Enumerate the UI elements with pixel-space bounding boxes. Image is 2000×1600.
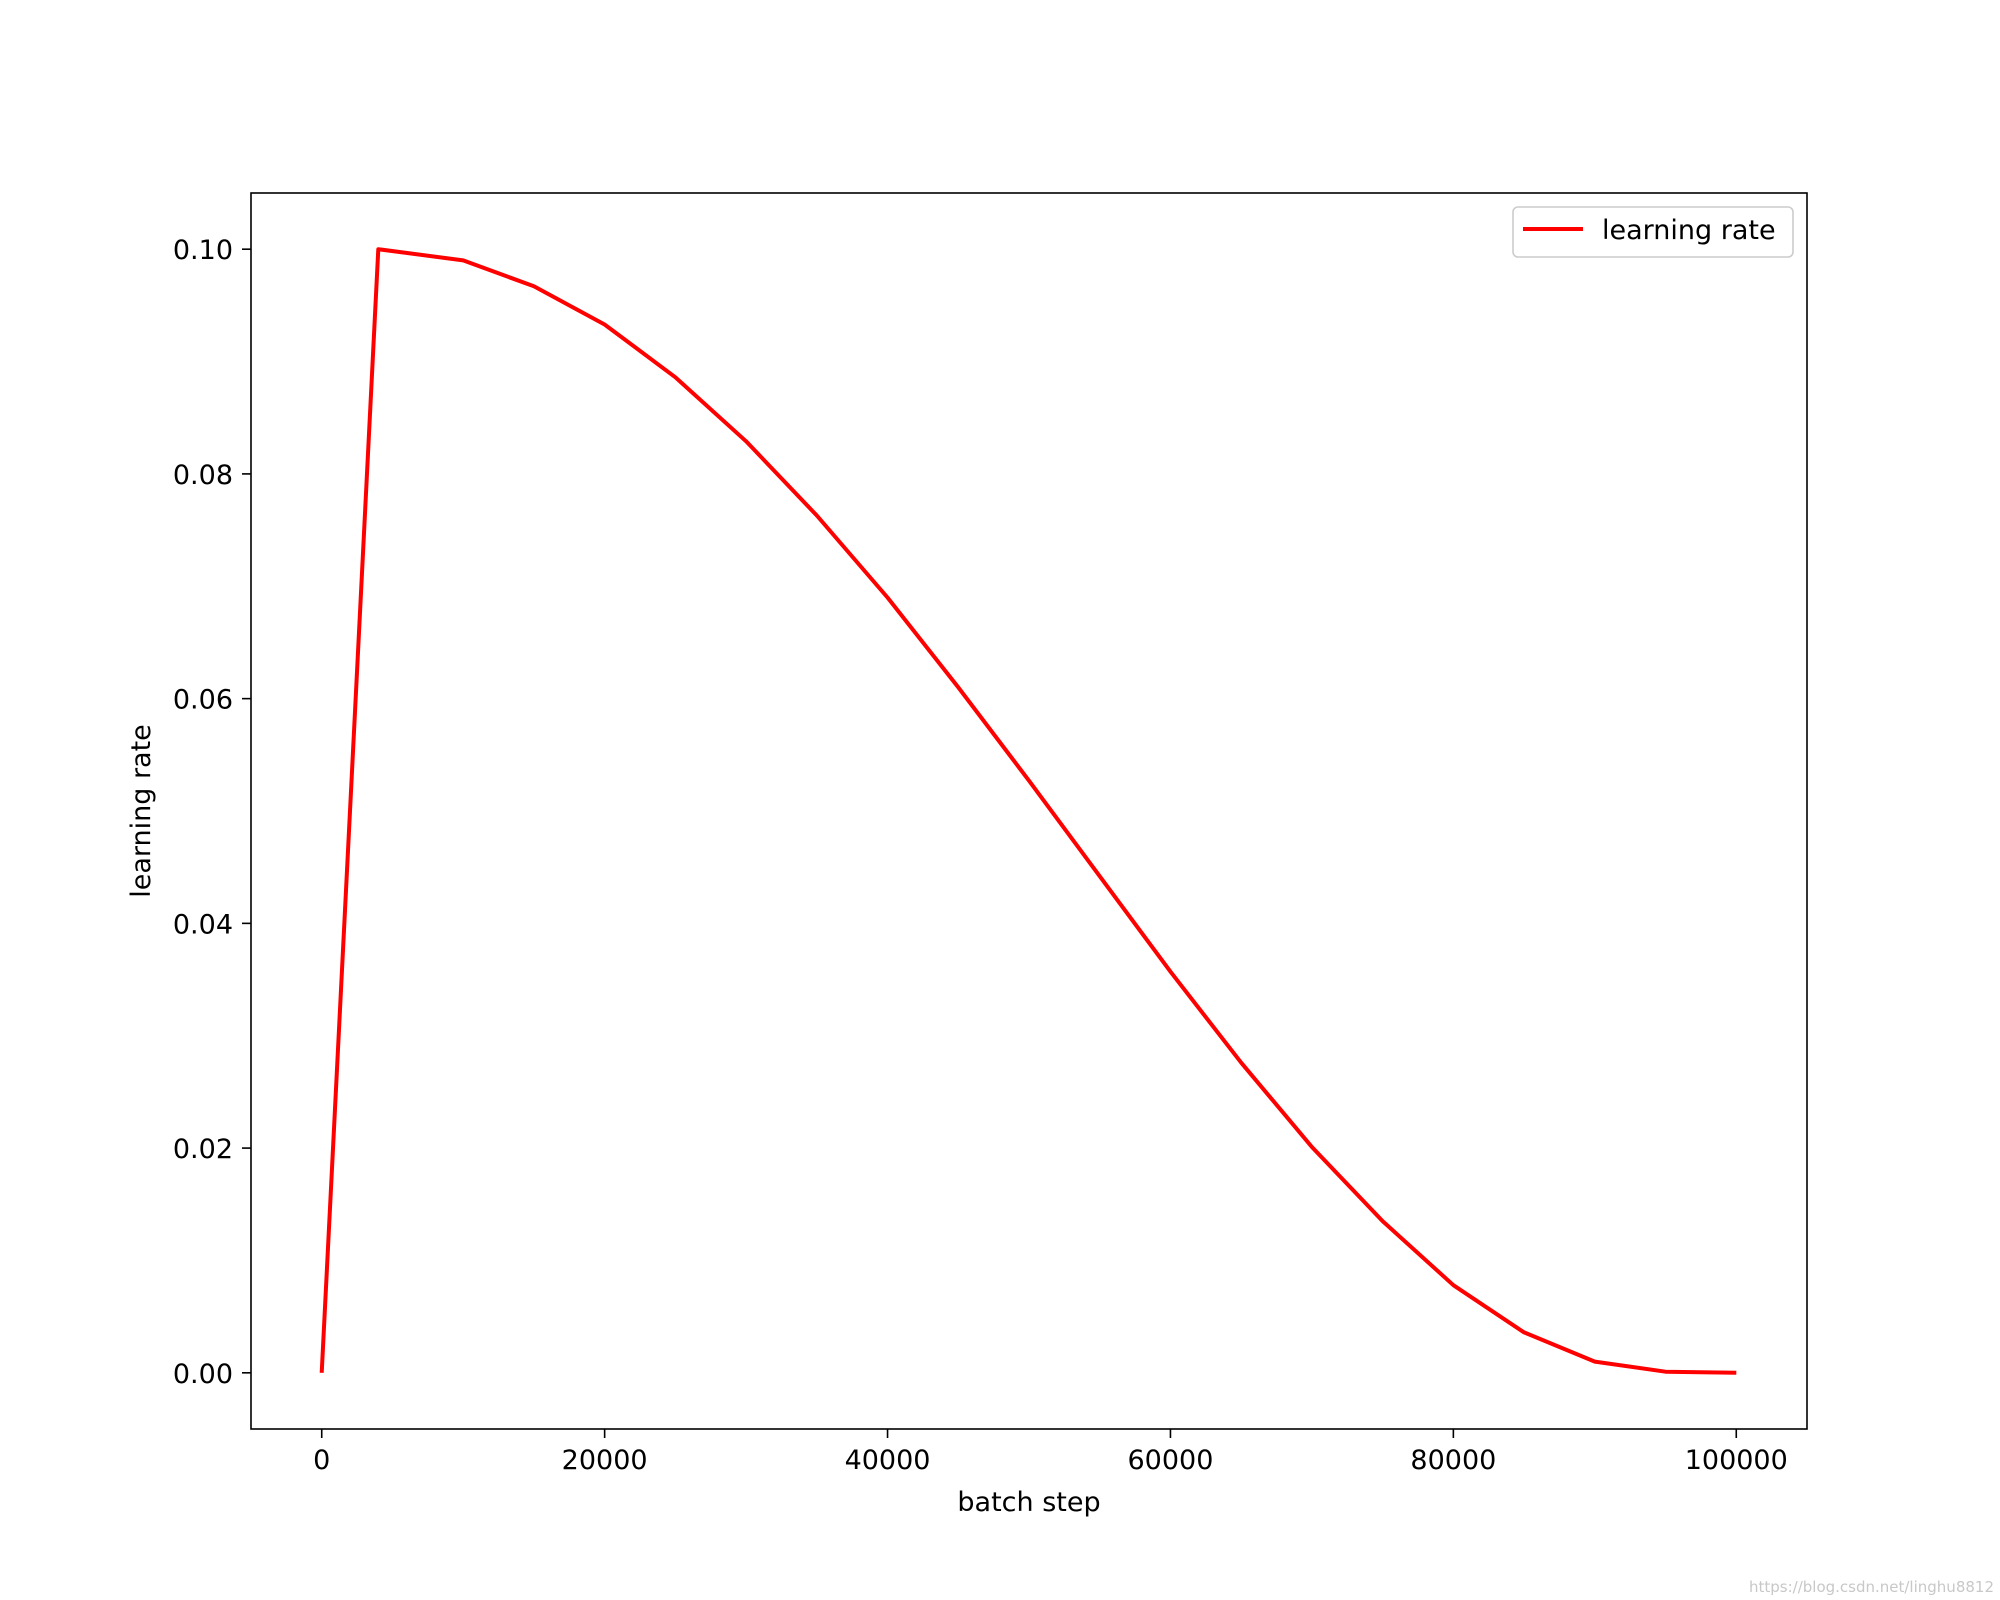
y-axis-ticks: 0.00 0.02 0.04 0.06 0.08 0.10: [173, 235, 251, 1390]
watermark: https://blog.csdn.net/linghu8812: [1748, 1578, 1994, 1596]
y-axis-label: learning rate: [126, 724, 157, 898]
x-tick-label: 60000: [1128, 1445, 1214, 1476]
legend: learning rate: [1512, 206, 1794, 258]
y-tick-label: 0.00: [173, 1359, 233, 1390]
y-tick-label: 0.02: [173, 1134, 233, 1165]
y-tick-label: 0.10: [173, 235, 233, 266]
series-layer: [319, 247, 1737, 1375]
y-tick-label: 0.08: [173, 460, 233, 491]
x-tick-label: 80000: [1410, 1445, 1496, 1476]
y-tick-label: 0.06: [173, 685, 233, 716]
legend-label: learning rate: [1602, 215, 1776, 246]
series-line-learning-rate: [319, 247, 1737, 1375]
x-tick-label: 100000: [1685, 1445, 1788, 1476]
x-axis-ticks: 0 20000 40000 60000 80000 100000: [313, 1429, 1788, 1476]
x-tick-label: 20000: [562, 1445, 648, 1476]
x-axis-label: batch step: [957, 1487, 1100, 1518]
x-tick-label: 40000: [845, 1445, 931, 1476]
plot-area: [250, 192, 1808, 1430]
y-tick-label: 0.04: [173, 909, 233, 940]
x-tick-label: 0: [313, 1445, 330, 1476]
legend-box: [1512, 206, 1794, 258]
